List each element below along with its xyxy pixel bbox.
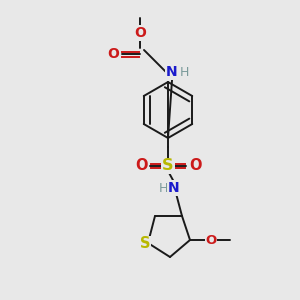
Text: S: S: [140, 236, 150, 251]
Text: O: O: [135, 158, 147, 173]
Text: H: H: [179, 65, 189, 79]
Text: O: O: [134, 26, 146, 40]
Text: N: N: [168, 181, 180, 195]
Text: O: O: [189, 158, 201, 173]
Text: O: O: [206, 233, 217, 247]
Text: N: N: [166, 65, 178, 79]
Text: H: H: [158, 182, 168, 194]
Text: S: S: [162, 158, 174, 173]
Text: O: O: [107, 47, 119, 61]
